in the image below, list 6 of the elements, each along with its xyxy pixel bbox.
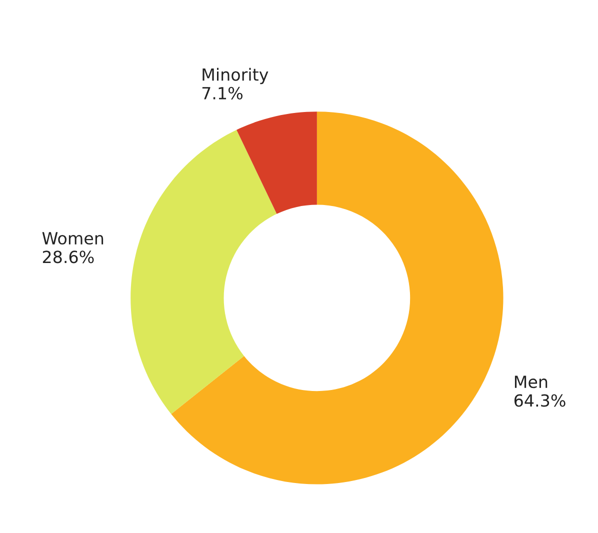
data-label: 28.6% bbox=[42, 250, 94, 264]
slice-label: Women bbox=[42, 232, 104, 245]
data-label: 7.1% bbox=[202, 86, 242, 100]
slice-label: Minority bbox=[202, 68, 268, 84]
data-label: 64.3% bbox=[514, 394, 566, 407]
slice-label: Men bbox=[514, 376, 548, 388]
